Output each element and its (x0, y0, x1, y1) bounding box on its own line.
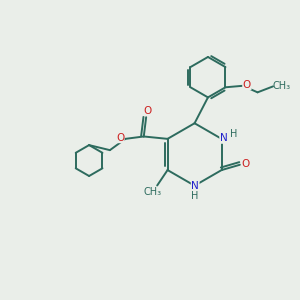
Text: N: N (220, 133, 228, 143)
Text: O: O (243, 80, 251, 90)
Text: H: H (230, 129, 238, 140)
Text: O: O (116, 133, 124, 143)
Text: O: O (241, 158, 250, 169)
Text: H: H (191, 191, 199, 201)
Text: N: N (191, 181, 199, 191)
Text: O: O (143, 106, 152, 116)
Text: CH₃: CH₃ (144, 188, 162, 197)
Text: CH₃: CH₃ (273, 80, 291, 91)
